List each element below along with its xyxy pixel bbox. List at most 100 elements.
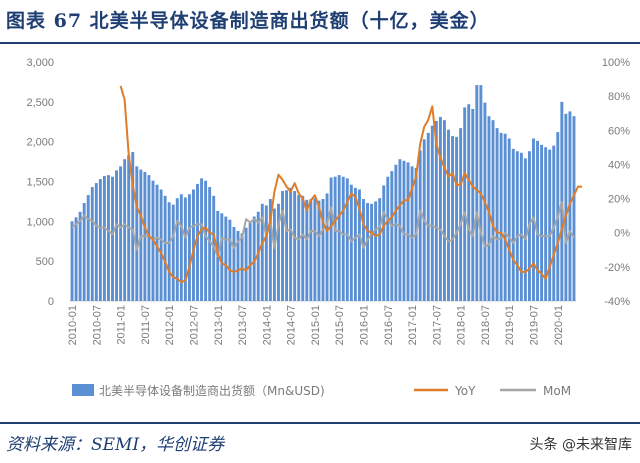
bar	[325, 193, 329, 301]
bar	[244, 227, 248, 301]
bar	[82, 203, 86, 301]
y-right-tick-label: -20%	[604, 262, 630, 274]
bar	[463, 107, 467, 301]
bar	[536, 140, 540, 301]
bar	[434, 120, 438, 301]
y-right-tick-label: 20%	[608, 194, 630, 206]
bar	[378, 198, 382, 301]
bar	[248, 222, 252, 301]
bar	[260, 203, 264, 301]
bar	[179, 194, 183, 301]
x-tick-label: 2016-01	[358, 305, 370, 345]
bar	[410, 166, 414, 301]
mom-line	[71, 201, 575, 258]
bar	[192, 189, 195, 301]
bar	[131, 152, 135, 301]
x-tick-label: 2013-07	[237, 305, 249, 345]
bar	[357, 189, 361, 301]
bar	[548, 149, 552, 301]
y-right-tick-label: -40%	[604, 296, 630, 308]
figure-title: 图表 67 北美半导体设备制造商出货额（十亿，美金）	[6, 10, 490, 32]
x-tick-label: 2016-07	[383, 305, 395, 345]
x-axis: 2010-01 2010-07 2011-01 2011-07 2012-01 2012-…	[67, 305, 565, 345]
x-tick-label: 2015-07	[334, 305, 346, 345]
x-tick-label: 2020-01	[553, 305, 565, 345]
bar	[511, 148, 515, 301]
bar	[285, 190, 289, 301]
bar	[167, 202, 171, 301]
legend-bar-label: 北美半导体设备制造商出货额（Mn&USD)	[99, 383, 325, 398]
bar	[200, 178, 204, 301]
bar	[252, 216, 256, 301]
bar	[305, 199, 309, 301]
x-tick-label: 2018-07	[480, 305, 492, 345]
bar	[78, 211, 82, 301]
title-bar: 图表 67 北美半导体设备制造商出货额（十亿，美金）	[0, 0, 640, 44]
bar	[264, 205, 268, 301]
bar	[74, 217, 78, 301]
bar	[240, 233, 244, 301]
legend-yoy-label: YoY	[454, 384, 476, 398]
bar	[123, 159, 127, 301]
bar	[106, 175, 110, 301]
y-left-tick-label: 500	[36, 256, 54, 268]
bar	[159, 189, 163, 301]
bar	[70, 221, 74, 301]
bar	[187, 194, 191, 301]
bar	[471, 109, 475, 302]
bar	[329, 177, 333, 301]
y-right-tick-label: 60%	[608, 125, 630, 137]
bar	[115, 170, 119, 301]
y-right-tick-label: 0%	[614, 228, 630, 240]
bar	[236, 230, 240, 301]
bar	[386, 176, 390, 301]
bar	[232, 226, 236, 301]
bar	[459, 128, 463, 301]
bar	[515, 151, 519, 301]
bar	[442, 120, 446, 301]
y-left-tick-label: 3,000	[26, 57, 54, 69]
x-tick-label: 2014-01	[261, 305, 273, 345]
bar	[333, 176, 337, 301]
bar	[268, 199, 272, 301]
bar	[572, 116, 576, 301]
bar	[552, 145, 556, 301]
bar	[544, 147, 548, 301]
bar	[163, 195, 167, 301]
x-tick-label: 2012-07	[188, 305, 200, 345]
source-divider	[0, 422, 640, 424]
x-tick-label: 2017-07	[431, 305, 443, 345]
lines	[71, 85, 583, 284]
bar	[135, 166, 139, 301]
y-left-tick-label: 0	[48, 296, 54, 308]
x-tick-label: 2013-01	[213, 305, 225, 345]
bar	[208, 187, 212, 301]
bar	[111, 176, 114, 301]
bar	[90, 187, 94, 301]
legend: 北美半导体设备制造商出货额（Mn&USD) YoY MoM	[72, 383, 571, 398]
bar	[171, 204, 175, 301]
bar	[281, 191, 284, 301]
right-axis: -40% -20% 0% 20% 40% 60% 80% 100%	[602, 57, 630, 308]
legend-mom-label: MoM	[543, 384, 571, 398]
bar	[499, 132, 503, 301]
bar	[224, 216, 228, 301]
source-note: 资料来源：SEMI，华创证券	[6, 435, 225, 455]
bar	[228, 219, 232, 301]
bar	[382, 185, 386, 301]
bar	[366, 203, 369, 301]
bar	[523, 158, 527, 301]
left-axis: 0 500 1,000 1,500 2,000 2,500 3,000	[26, 57, 54, 308]
x-tick-label: 2014-07	[286, 305, 298, 345]
bar	[175, 198, 179, 301]
bar	[455, 136, 459, 301]
x-tick-label: 2017-01	[407, 305, 419, 345]
bar	[277, 203, 280, 301]
bar	[402, 160, 406, 301]
bar	[370, 203, 374, 301]
x-tick-label: 2012-01	[164, 305, 176, 345]
bar	[426, 132, 430, 301]
bar	[438, 116, 442, 301]
bar	[337, 175, 341, 301]
bar	[102, 175, 106, 301]
